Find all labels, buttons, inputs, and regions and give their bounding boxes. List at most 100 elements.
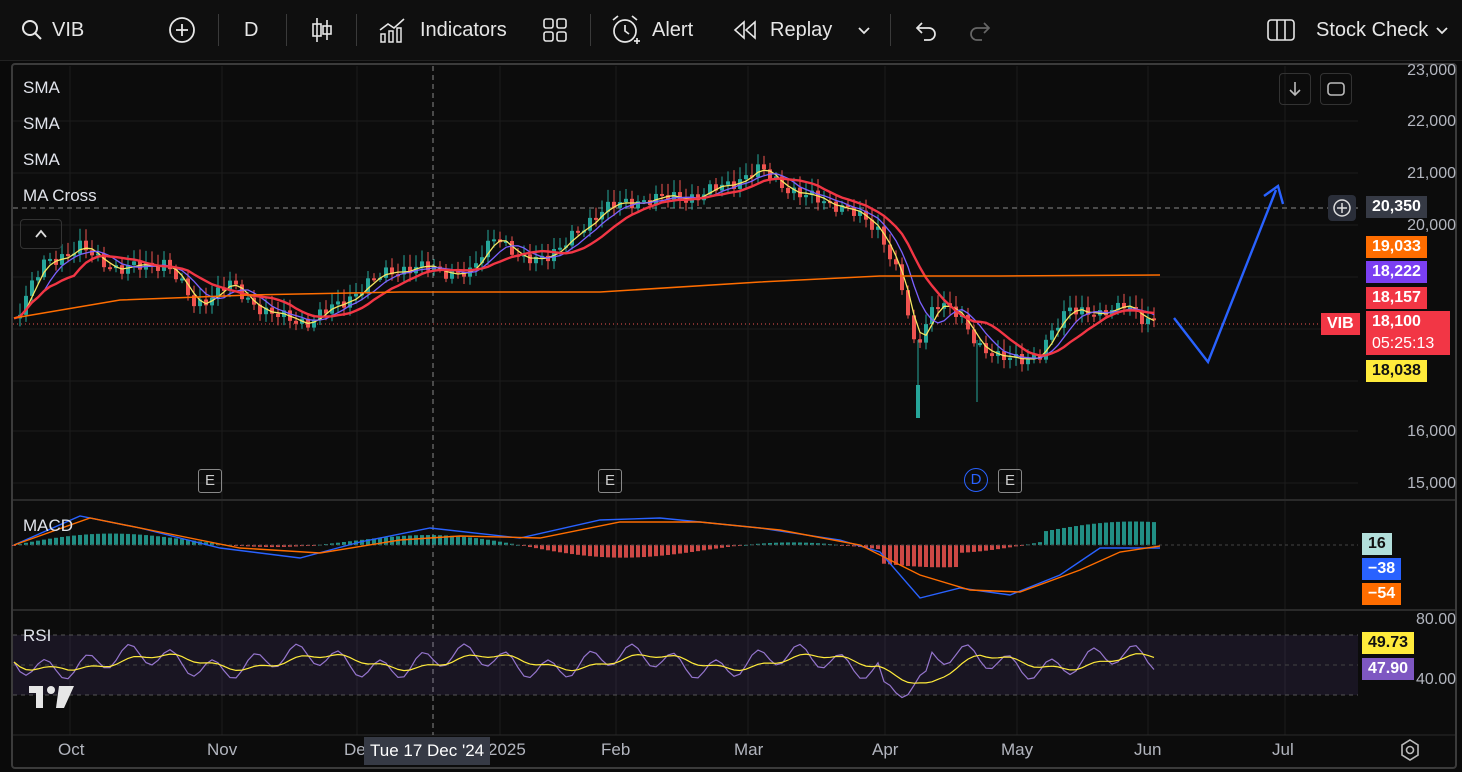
undo-button[interactable]	[912, 0, 938, 60]
candle-body	[636, 201, 640, 209]
candle-body	[840, 205, 844, 212]
macd-histogram-bar	[882, 545, 886, 564]
macd-histogram-bar	[192, 540, 196, 545]
candle-body	[786, 188, 790, 194]
candle-body	[870, 219, 874, 230]
ma-tag-red: 18,157	[1366, 287, 1427, 309]
macd-histogram-bar	[468, 537, 472, 545]
candle-body	[1080, 307, 1084, 315]
macd-histogram-bar	[294, 545, 298, 547]
earnings-event-mark[interactable]: E	[998, 469, 1022, 493]
candle-body	[744, 175, 748, 180]
stock-check-button[interactable]: Stock Check	[1266, 0, 1450, 60]
indicator-label-sma-1[interactable]: SMA	[23, 78, 60, 97]
time-axis-label: 2025	[488, 740, 526, 759]
price-axis-label: 15,000	[1407, 475, 1456, 492]
macd-histogram-bar	[450, 535, 454, 545]
macd-histogram-bar	[1122, 521, 1126, 545]
scroll-to-latest-button[interactable]	[1279, 73, 1311, 105]
rsi-ma-line	[13, 653, 1155, 684]
macd-histogram-bar	[54, 537, 58, 545]
collapse-legend-button[interactable]	[20, 219, 62, 249]
rsi-tag: 47.90	[1362, 658, 1415, 680]
candle-body	[420, 261, 424, 267]
macd-histogram-bar	[462, 536, 466, 545]
arrow-down-icon	[1289, 82, 1301, 97]
macd-histogram-bar	[672, 545, 676, 555]
candle-body	[1152, 318, 1156, 321]
maximize-pane-button[interactable]	[1320, 73, 1352, 105]
candle-body	[696, 194, 700, 201]
candle-body	[366, 278, 370, 294]
macd-histogram-bar	[768, 542, 772, 545]
chart-settings-button[interactable]	[1398, 738, 1422, 767]
candle-body	[84, 240, 88, 251]
indicator-label-sma-3[interactable]: SMA	[23, 150, 60, 169]
macd-histogram-bar	[210, 542, 214, 545]
candle-body	[216, 287, 220, 298]
top-toolbar: VIB D Indicators Alert Replay Stock Chec…	[0, 0, 1462, 61]
redo-button[interactable]	[968, 0, 994, 60]
crosshair-price-tag: 20,350	[1366, 196, 1427, 218]
interval-button[interactable]: D	[244, 18, 259, 41]
candle-body	[1086, 307, 1090, 315]
macd-histogram-bar	[546, 545, 550, 551]
time-axis-label: Apr	[872, 740, 899, 759]
macd-histogram-bar	[384, 537, 388, 545]
candle-body	[756, 164, 760, 178]
macd-histogram-bar	[30, 541, 34, 545]
indicators-icon	[379, 18, 405, 43]
last-price: 18,100	[1372, 313, 1421, 330]
candle-body	[486, 240, 490, 258]
earnings-event-mark[interactable]: E	[598, 469, 622, 493]
replay-button[interactable]: Replay	[732, 0, 832, 60]
indicator-label-ma-cross[interactable]: MA Cross	[23, 186, 97, 205]
macd-line-tag: −38	[1362, 558, 1402, 580]
macd-histogram-bar	[456, 536, 460, 545]
macd-histogram-bar	[630, 545, 634, 558]
candle-body	[1068, 307, 1072, 312]
replay-menu-button[interactable]	[856, 0, 872, 60]
time-axis-label: Feb	[601, 740, 631, 759]
add-alert-crosshair-button[interactable]	[1328, 195, 1356, 221]
macd-histogram-bar	[1128, 521, 1132, 545]
macd-histogram-bar	[960, 545, 964, 553]
macd-histogram-bar	[1056, 528, 1060, 545]
earnings-event-mark[interactable]: E	[198, 469, 222, 493]
macd-histogram-bar	[708, 545, 712, 550]
macd-histogram-bar	[804, 542, 808, 545]
macd-histogram-bar	[204, 542, 208, 545]
candle-body	[576, 230, 580, 233]
macd-label[interactable]: MACD	[23, 516, 74, 535]
layout-button[interactable]	[542, 0, 568, 60]
chart-type-button[interactable]	[310, 0, 334, 60]
plus-circle-icon	[1333, 199, 1351, 217]
compare-symbol-button[interactable]	[168, 0, 196, 60]
candle-body	[612, 201, 616, 208]
macd-histogram-bar	[1134, 521, 1138, 545]
macd-histogram-bar	[528, 545, 532, 548]
macd-histogram-bar	[594, 545, 598, 557]
symbol-search[interactable]: VIB	[20, 0, 84, 60]
candle-body	[258, 304, 262, 315]
ma-tag-orange: 19,033	[1366, 236, 1427, 258]
alert-label: Alert	[652, 18, 694, 41]
candle-body	[1122, 302, 1126, 309]
indicator-label-sma-2[interactable]: SMA	[23, 114, 60, 133]
indicators-button[interactable]: Indicators	[378, 0, 507, 60]
macd-histogram-bar	[1014, 545, 1018, 547]
search-icon	[22, 20, 42, 40]
indicators-label: Indicators	[420, 18, 507, 41]
alert-button[interactable]: Alert	[610, 0, 693, 60]
candle-body	[234, 280, 238, 285]
candle-body	[618, 202, 622, 208]
candle-body	[36, 277, 40, 281]
candle-body	[474, 263, 478, 268]
rsi-label[interactable]: RSI	[23, 626, 52, 645]
candle-body	[276, 313, 280, 318]
macd-histogram-bar	[348, 541, 352, 545]
macd-histogram-bar	[300, 545, 304, 547]
candle-body	[852, 207, 856, 216]
dividend-event-mark[interactable]: D	[964, 468, 988, 492]
